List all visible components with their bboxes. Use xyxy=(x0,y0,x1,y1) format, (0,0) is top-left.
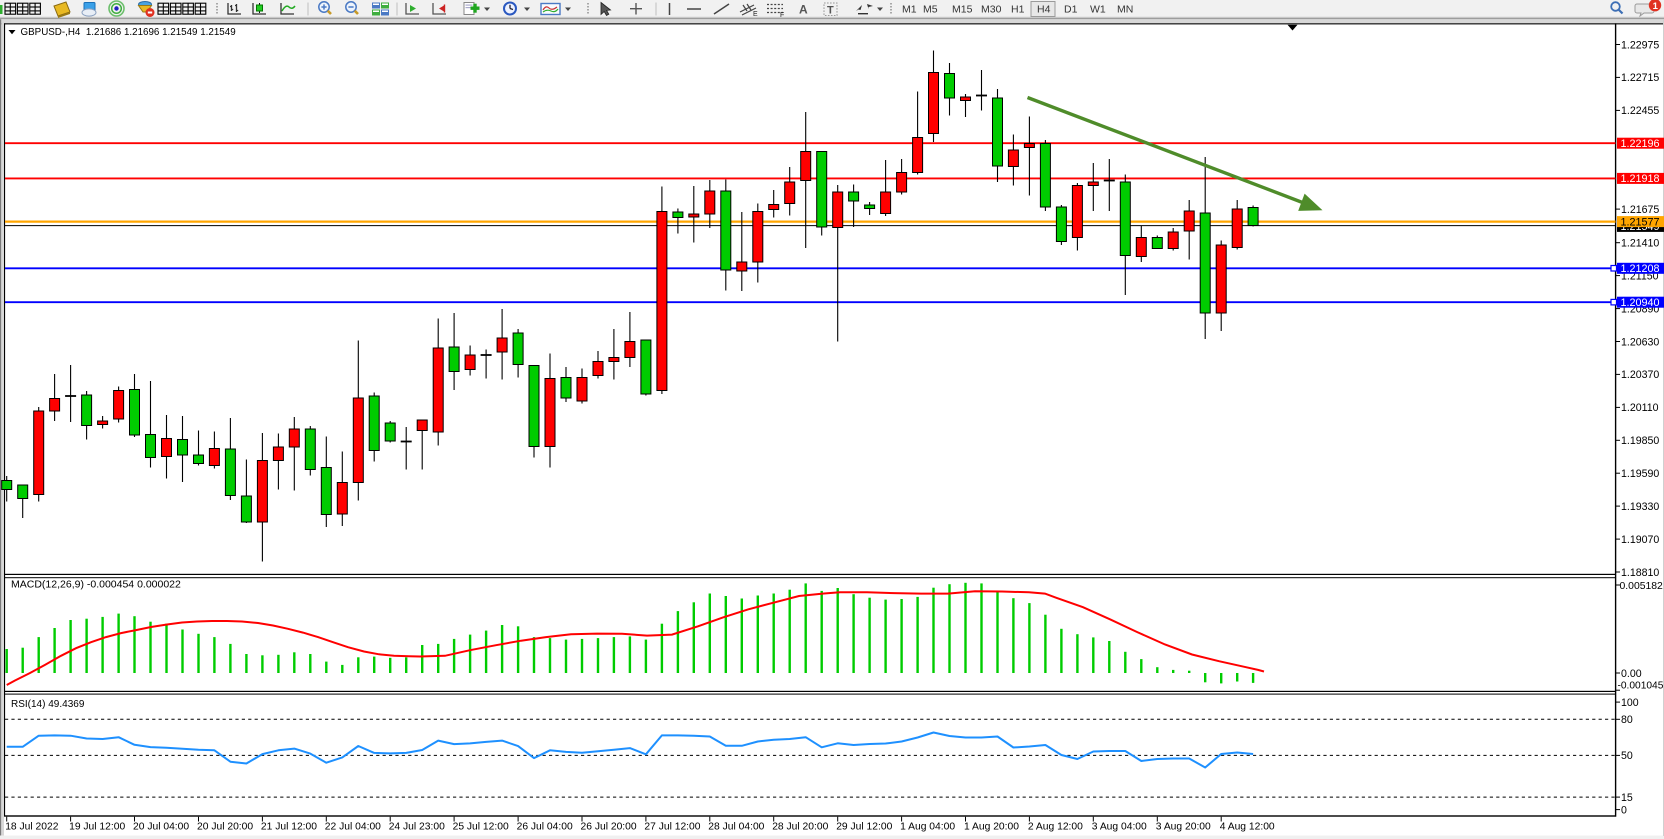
svg-text:1.19070: 1.19070 xyxy=(1621,534,1659,546)
svg-text:H4: H4 xyxy=(1037,4,1051,16)
svg-text:1 Aug 20:00: 1 Aug 20:00 xyxy=(964,821,1019,832)
svg-text:29 Jul 12:00: 29 Jul 12:00 xyxy=(836,821,892,832)
svg-text:18 Jul 2022: 18 Jul 2022 xyxy=(5,821,59,832)
svg-text:1.22715: 1.22715 xyxy=(1621,72,1659,84)
svg-text:1.22196: 1.22196 xyxy=(1621,138,1660,150)
svg-text:-0.001045: -0.001045 xyxy=(1618,681,1664,692)
svg-text:W1: W1 xyxy=(1090,4,1106,16)
svg-text:1.19850: 1.19850 xyxy=(1621,435,1659,447)
svg-text:MACD(12,26,9) -0.000454 0.0000: MACD(12,26,9) -0.000454 0.000022 xyxy=(11,579,181,591)
svg-text:0: 0 xyxy=(1621,804,1627,816)
svg-text:1.21675: 1.21675 xyxy=(1621,204,1659,216)
svg-text:T: T xyxy=(827,5,834,17)
svg-text:100: 100 xyxy=(1621,697,1639,709)
svg-text:1.22455: 1.22455 xyxy=(1621,105,1659,117)
svg-text:RSI(14) 49.4369: RSI(14) 49.4369 xyxy=(11,699,85,710)
svg-text:1.21208: 1.21208 xyxy=(1621,263,1660,275)
svg-text:3 Aug 20:00: 3 Aug 20:00 xyxy=(1156,821,1211,832)
svg-text:0.005182: 0.005182 xyxy=(1620,581,1664,592)
svg-text:28 Jul 20:00: 28 Jul 20:00 xyxy=(772,821,828,832)
svg-text:M5: M5 xyxy=(923,4,938,16)
svg-text:M15: M15 xyxy=(952,4,973,16)
svg-text:E: E xyxy=(753,11,758,18)
svg-text:F: F xyxy=(780,12,784,18)
svg-text:20 Jul 20:00: 20 Jul 20:00 xyxy=(197,821,253,832)
svg-text:3 Aug 04:00: 3 Aug 04:00 xyxy=(1092,821,1147,832)
svg-text:24 Jul 23:00: 24 Jul 23:00 xyxy=(389,821,445,832)
svg-text:1.20370: 1.20370 xyxy=(1621,369,1659,381)
svg-text:15: 15 xyxy=(1621,792,1633,804)
svg-text:1 Aug 04:00: 1 Aug 04:00 xyxy=(900,821,955,832)
svg-text:22 Jul 04:00: 22 Jul 04:00 xyxy=(325,821,381,832)
svg-text:1.20940: 1.20940 xyxy=(1621,297,1660,309)
svg-text:26 Jul 04:00: 26 Jul 04:00 xyxy=(517,821,573,832)
svg-text:4 Aug 12:00: 4 Aug 12:00 xyxy=(1220,821,1275,832)
svg-text:MN: MN xyxy=(1117,4,1133,16)
svg-text:21 Jul 12:00: 21 Jul 12:00 xyxy=(261,821,317,832)
svg-text:50: 50 xyxy=(1621,750,1633,762)
svg-text:26 Jul 20:00: 26 Jul 20:00 xyxy=(581,821,637,832)
svg-text:GBPUSD-,H4 1.21686 1.21696 1.: GBPUSD-,H4 1.21686 1.21696 1.21549 1.215… xyxy=(21,27,236,38)
svg-text:1.20630: 1.20630 xyxy=(1621,336,1659,348)
svg-text:1.20110: 1.20110 xyxy=(1621,402,1659,414)
svg-text:1.22975: 1.22975 xyxy=(1621,39,1659,51)
svg-text:1: 1 xyxy=(1653,1,1659,12)
svg-text:1.21918: 1.21918 xyxy=(1621,173,1660,185)
svg-text:1.21410: 1.21410 xyxy=(1621,238,1659,250)
svg-text:1.19590: 1.19590 xyxy=(1621,468,1659,480)
svg-text:19 Jul 12:00: 19 Jul 12:00 xyxy=(69,821,125,832)
svg-text:1.19330: 1.19330 xyxy=(1621,501,1659,513)
svg-text:2 Aug 12:00: 2 Aug 12:00 xyxy=(1028,821,1083,832)
svg-text:M30: M30 xyxy=(981,4,1002,16)
svg-text:D1: D1 xyxy=(1064,4,1078,16)
svg-text:28 Jul 04:00: 28 Jul 04:00 xyxy=(708,821,764,832)
svg-text:25 Jul 12:00: 25 Jul 12:00 xyxy=(453,821,509,832)
svg-text:1.21577: 1.21577 xyxy=(1621,216,1660,228)
svg-text:1.18810: 1.18810 xyxy=(1621,567,1659,579)
svg-text:0.00: 0.00 xyxy=(1621,668,1642,680)
svg-text:M1: M1 xyxy=(902,4,917,16)
svg-text:A: A xyxy=(799,3,808,17)
svg-text:H1: H1 xyxy=(1011,4,1025,16)
svg-text:20 Jul 04:00: 20 Jul 04:00 xyxy=(133,821,189,832)
svg-text:27 Jul 12:00: 27 Jul 12:00 xyxy=(644,821,700,832)
svg-text:80: 80 xyxy=(1621,714,1633,726)
